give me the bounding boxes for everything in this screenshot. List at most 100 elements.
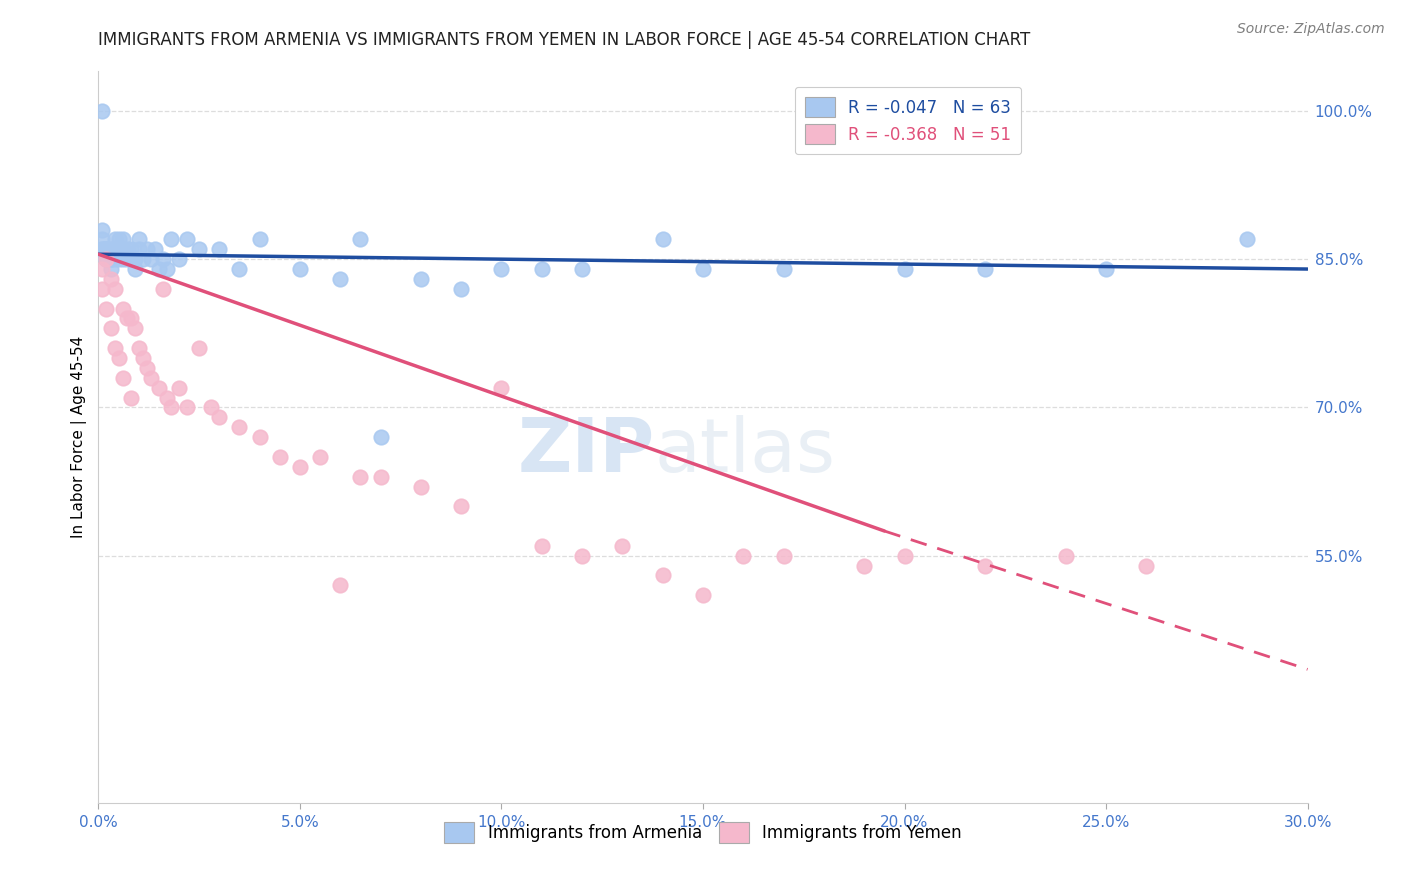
Point (148, 381, 170, 395)
Point (100, 252, 122, 267)
Point (111, 371, 134, 385)
Point (208, 242, 231, 256)
Point (249, 430, 271, 444)
Point (96, 242, 118, 256)
Point (152, 252, 174, 267)
Point (115, 242, 138, 256)
Point (208, 410, 231, 425)
Point (107, 351, 129, 365)
Point (139, 371, 162, 385)
Point (491, 381, 513, 395)
Point (132, 351, 155, 365)
Point (772, 262, 794, 277)
Point (111, 301, 134, 316)
Point (1135, 558, 1157, 573)
Point (152, 282, 174, 296)
Point (1095, 262, 1118, 277)
Point (692, 588, 714, 602)
Point (228, 420, 250, 434)
Point (530, 539, 553, 553)
Point (120, 252, 142, 267)
Point (288, 262, 311, 277)
Point (120, 391, 142, 405)
Point (111, 232, 134, 246)
Point (370, 469, 392, 483)
Point (128, 341, 150, 355)
Point (974, 262, 997, 277)
Point (91, 242, 114, 256)
Point (893, 262, 915, 277)
Point (143, 242, 166, 256)
Point (651, 232, 673, 246)
Point (160, 401, 183, 415)
Point (103, 242, 125, 256)
Point (1054, 549, 1077, 563)
Point (91, 262, 114, 277)
Point (571, 262, 593, 277)
Point (91, 282, 114, 296)
Point (309, 450, 332, 464)
Point (450, 500, 472, 514)
Point (128, 232, 150, 246)
Point (96, 301, 118, 316)
Y-axis label: In Labor Force | Age 45-54: In Labor Force | Age 45-54 (72, 336, 87, 538)
Point (96, 242, 118, 256)
Point (167, 252, 190, 267)
Point (853, 558, 876, 573)
Point (100, 242, 122, 256)
Point (91, 232, 114, 246)
Point (176, 401, 198, 415)
Point (91, 222, 114, 236)
Point (409, 479, 432, 493)
Point (96, 242, 118, 256)
Point (329, 578, 352, 592)
Point (135, 242, 157, 256)
Point (100, 252, 122, 267)
Point (100, 242, 122, 256)
Point (111, 242, 134, 256)
Point (120, 242, 142, 256)
Point (132, 252, 155, 267)
Point (96, 252, 118, 267)
Point (349, 469, 371, 483)
Point (692, 262, 714, 277)
Point (288, 459, 311, 474)
Point (103, 232, 125, 246)
Point (167, 381, 190, 395)
Point (1236, 232, 1258, 246)
Legend: Immigrants from Armenia, Immigrants from Yemen: Immigrants from Armenia, Immigrants from… (437, 815, 969, 849)
Point (450, 282, 472, 296)
Point (156, 391, 179, 405)
Point (135, 360, 157, 375)
Point (124, 321, 146, 335)
Point (91, 103, 114, 118)
Point (139, 252, 162, 267)
Point (120, 311, 142, 326)
Point (115, 252, 138, 267)
Point (103, 282, 125, 296)
Point (409, 272, 432, 286)
Point (100, 272, 122, 286)
Point (974, 558, 997, 573)
Text: atlas: atlas (655, 415, 835, 488)
Point (91, 242, 114, 256)
Text: ZIP: ZIP (517, 415, 655, 488)
Point (329, 272, 352, 286)
Point (228, 262, 250, 277)
Point (249, 232, 271, 246)
Text: Source: ZipAtlas.com: Source: ZipAtlas.com (1237, 22, 1385, 37)
Text: IMMIGRANTS FROM ARMENIA VS IMMIGRANTS FROM YEMEN IN LABOR FORCE | AGE 45-54 CORR: IMMIGRANTS FROM ARMENIA VS IMMIGRANTS FR… (98, 31, 1031, 49)
Point (370, 430, 392, 444)
Point (96, 252, 118, 267)
Point (200, 401, 222, 415)
Point (269, 450, 291, 464)
Point (491, 262, 513, 277)
Point (651, 568, 673, 582)
Point (893, 549, 915, 563)
Point (160, 232, 183, 246)
Point (111, 252, 134, 267)
Point (156, 262, 179, 277)
Point (128, 242, 150, 256)
Point (733, 549, 755, 563)
Point (349, 232, 371, 246)
